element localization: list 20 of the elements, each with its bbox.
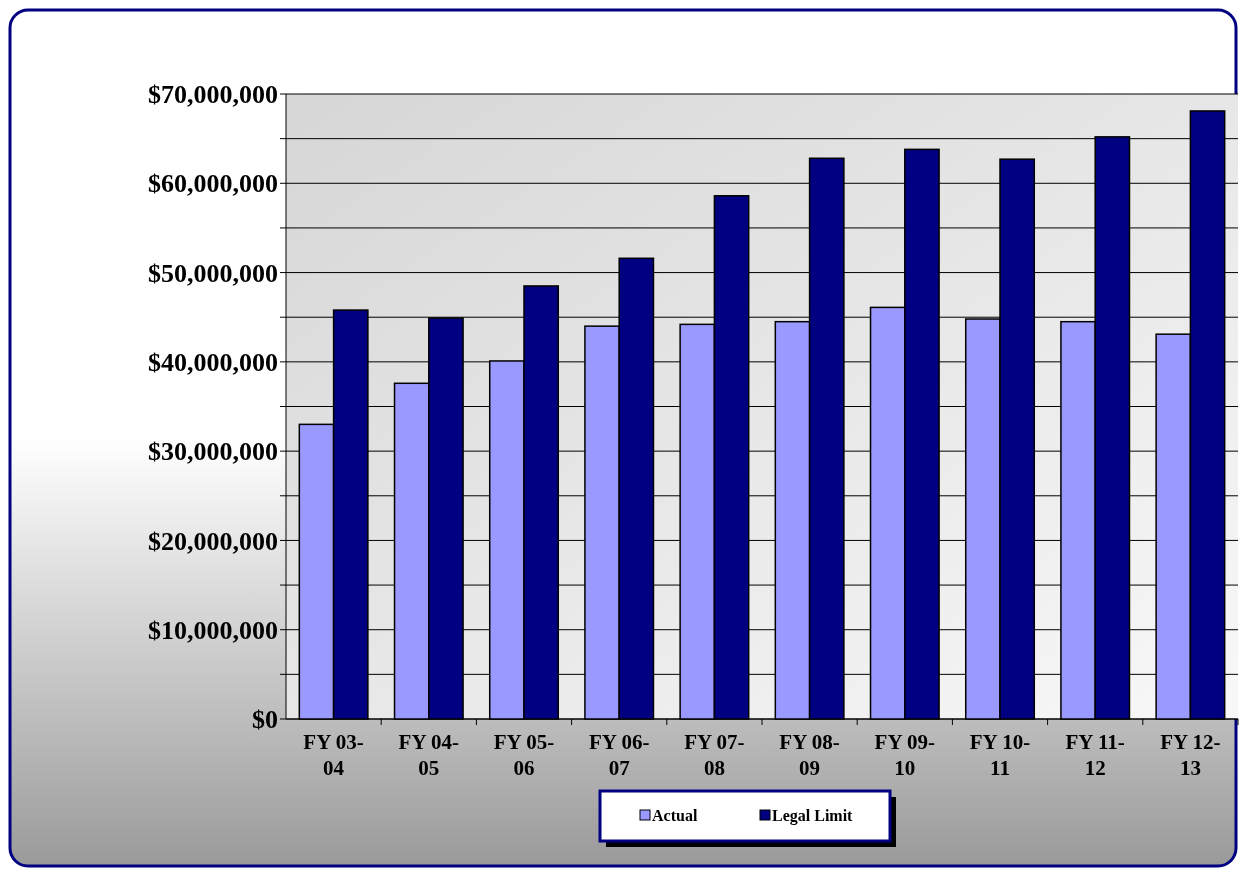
y-tick-label: $0 <box>252 705 278 735</box>
x-tick-label: FY 07-08 <box>684 730 745 780</box>
x-tick-label: FY 10-11 <box>969 730 1031 780</box>
x-tick-label: FY 12-13 <box>1160 730 1221 780</box>
y-tick-label: $20,000,000 <box>148 526 278 556</box>
y-tick-label: $10,000,000 <box>148 615 278 645</box>
y-tick-label: $40,000,000 <box>148 347 278 377</box>
x-tick-label: FY 03-04 <box>303 730 364 780</box>
y-tick-label: $30,000,000 <box>148 437 278 467</box>
x-tick-label: FY 11-12 <box>1065 730 1125 780</box>
x-tick-label: FY 05-06 <box>493 730 555 780</box>
x-tick-label: FY 09-10 <box>874 730 936 780</box>
legend-label: Legal Limit <box>772 807 854 825</box>
y-tick-label: $70,000,000 <box>148 80 278 110</box>
x-tick-label: FY 08-09 <box>779 730 840 780</box>
x-tick-label: FY 04-05 <box>398 730 460 780</box>
y-tick-label: $50,000,000 <box>148 258 278 288</box>
x-tick-label: FY 06-07 <box>588 730 650 780</box>
y-tick-label: $60,000,000 <box>148 169 278 199</box>
legend-label: Actual <box>652 807 698 824</box>
